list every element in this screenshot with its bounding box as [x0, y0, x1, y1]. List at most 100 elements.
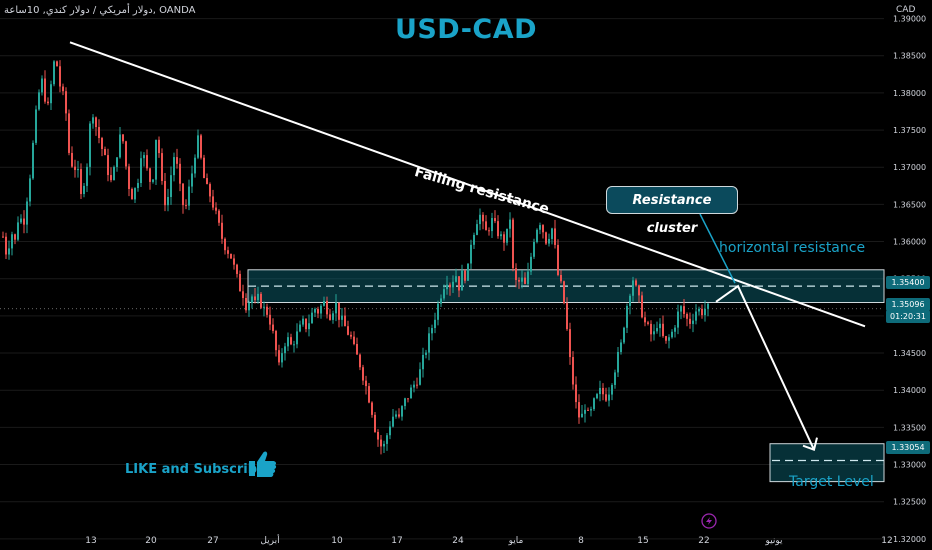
- candle-body: [95, 117, 97, 128]
- candle-body: [323, 300, 325, 306]
- candle-body: [395, 414, 397, 417]
- price-tick-label: 1.32000: [893, 535, 926, 544]
- target-zone: [769, 443, 885, 483]
- candle-body: [50, 84, 52, 104]
- candle-body: [59, 66, 61, 87]
- candle-body: [680, 306, 682, 312]
- candle-body: [317, 308, 319, 314]
- candle-body: [230, 253, 232, 259]
- candle-body: [266, 306, 268, 315]
- projection-arrowhead: [802, 437, 818, 451]
- resistance-cluster-callout: Resistance cluster: [606, 186, 738, 236]
- candle-body: [305, 318, 307, 330]
- candle-body: [641, 295, 643, 318]
- candle-body: [8, 248, 10, 255]
- candle-body: [632, 280, 634, 296]
- chart-title: USD-CAD: [394, 14, 538, 45]
- candle-body: [659, 323, 661, 329]
- candle-body: [491, 218, 493, 232]
- candle-body: [422, 354, 424, 370]
- candle-body: [281, 353, 283, 363]
- candle-body: [128, 166, 130, 190]
- candle-body: [74, 166, 76, 170]
- candle-body: [248, 302, 250, 311]
- candle-body: [683, 306, 685, 314]
- candle-body: [404, 398, 406, 407]
- candle-body: [470, 244, 472, 264]
- time-tick-label: 12: [881, 536, 892, 546]
- candle-body: [158, 139, 160, 154]
- candle-body: [380, 439, 382, 447]
- candle-body: [593, 398, 595, 410]
- candle-body: [563, 281, 565, 304]
- candle-body: [539, 225, 541, 230]
- candle-body: [116, 157, 118, 168]
- candle-body: [392, 416, 394, 427]
- candle-body: [200, 135, 202, 158]
- candle-body: [41, 78, 43, 93]
- candle-body: [2, 236, 4, 238]
- thumbs-up-shape: [249, 451, 277, 477]
- symbol-info[interactable]: دولار أمريكي / دولار كندي, 10ساعة, OANDA: [4, 5, 196, 16]
- price-tick-label: 1.37000: [893, 163, 926, 172]
- candle-body: [362, 367, 364, 381]
- candle-body: [173, 157, 175, 176]
- time-tick-label: مايو: [508, 536, 524, 546]
- candle-body: [131, 189, 133, 200]
- candle-body: [617, 351, 619, 373]
- candle-body: [260, 293, 262, 308]
- price-tick-label: 1.38000: [893, 89, 926, 98]
- time-tick-label: 10: [331, 536, 343, 546]
- candle-body: [662, 323, 664, 337]
- candle-body: [110, 175, 112, 181]
- candle-body: [614, 372, 616, 385]
- candle-body: [581, 413, 583, 418]
- candle-body: [26, 201, 28, 225]
- candle-body: [251, 296, 253, 303]
- time-tick-label: أبريل: [260, 534, 279, 546]
- candle-body: [488, 230, 490, 232]
- candle-body: [221, 222, 223, 239]
- candle-body: [164, 180, 166, 206]
- candle-body: [620, 342, 622, 352]
- candle-body: [293, 344, 295, 346]
- candle-body: [515, 268, 517, 281]
- candle-body: [674, 327, 676, 332]
- candle-body: [32, 142, 34, 179]
- candle-body: [134, 188, 136, 200]
- time-tick-label: 22: [698, 536, 709, 546]
- overlay-layer: [69, 41, 866, 529]
- candle-body: [197, 135, 199, 158]
- candle-body: [533, 242, 535, 257]
- candle-body: [278, 350, 280, 363]
- zones-layer: [0, 269, 885, 483]
- candle-body: [239, 273, 241, 292]
- candle-body: [227, 250, 229, 254]
- candle-body: [47, 101, 49, 104]
- price-tick-label: 1.32500: [893, 498, 926, 507]
- candle-body: [140, 158, 142, 184]
- candle-body: [209, 184, 211, 197]
- candle-body: [410, 387, 412, 399]
- candle-body: [299, 324, 301, 332]
- candle-body: [356, 343, 358, 355]
- candle-body: [611, 384, 613, 395]
- candle-body: [107, 155, 109, 176]
- candle-body: [11, 234, 13, 249]
- candle-body: [191, 173, 193, 187]
- candle-body: [554, 228, 556, 245]
- candle-body: [524, 277, 526, 284]
- candle-body: [104, 149, 106, 156]
- candle-body: [14, 234, 16, 240]
- candle-body: [179, 163, 181, 184]
- candle-body: [311, 312, 313, 324]
- time-tick-label: يونيو: [764, 536, 783, 546]
- candle-body: [377, 431, 379, 440]
- candles-layer: [2, 60, 709, 455]
- candle-body: [635, 280, 637, 286]
- candle-body: [29, 178, 31, 202]
- candle-body: [419, 369, 421, 385]
- countdown-tag: 01:20:31: [886, 310, 930, 323]
- candle-body: [455, 276, 457, 282]
